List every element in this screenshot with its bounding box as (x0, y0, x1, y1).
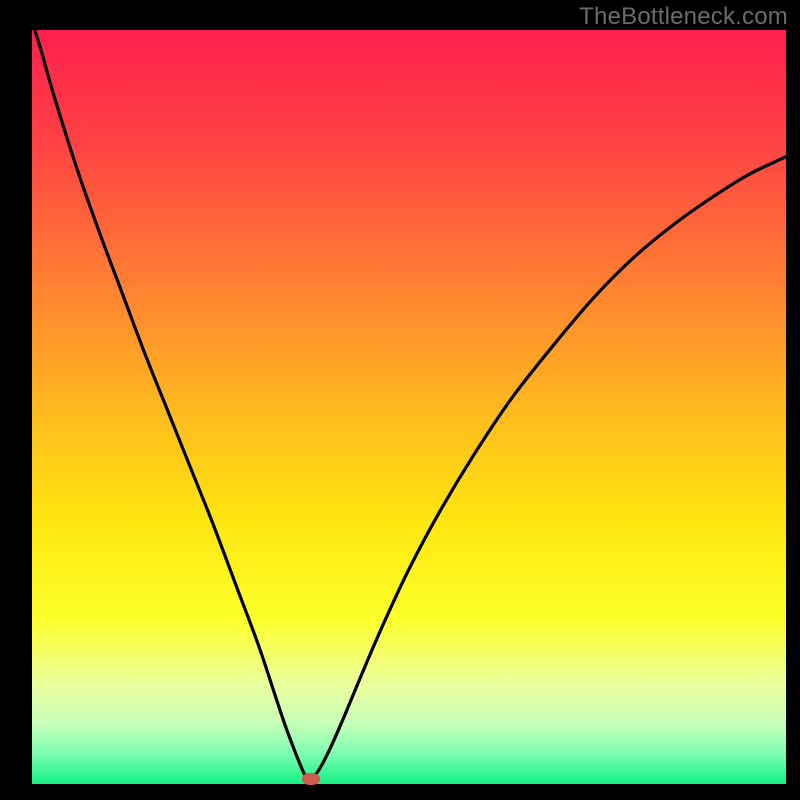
bottleneck-curve (32, 30, 786, 784)
watermark-text: TheBottleneck.com (579, 3, 788, 31)
chart-stage: TheBottleneck.com (0, 0, 800, 800)
optimal-point-marker (302, 773, 320, 785)
plot-area (32, 30, 786, 784)
